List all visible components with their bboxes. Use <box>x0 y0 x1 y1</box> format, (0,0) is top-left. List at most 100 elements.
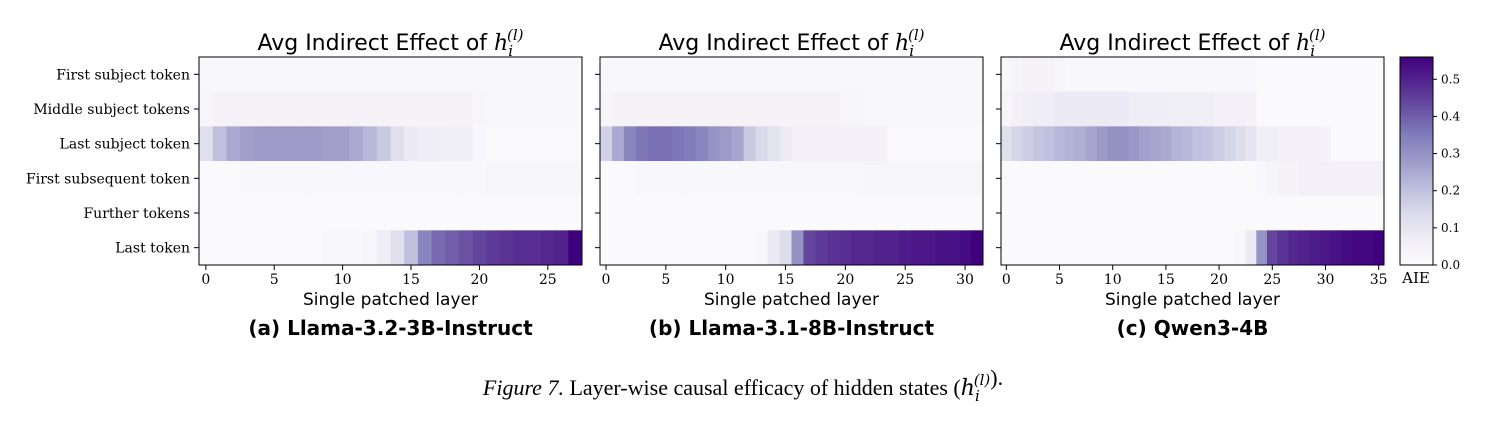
heatmap-cell <box>743 195 756 231</box>
heatmap-cell <box>335 230 350 266</box>
heatmap-cell <box>472 161 487 197</box>
heatmap-cell <box>803 230 816 266</box>
heatmap-cell <box>1245 230 1257 266</box>
heatmap-cell <box>1192 126 1204 162</box>
heatmap-cell <box>647 195 661 231</box>
x-tick-label: 25 <box>1263 272 1281 288</box>
heatmap-cell <box>486 126 501 162</box>
plot-frame <box>198 56 583 266</box>
heatmap-cell <box>554 91 569 127</box>
panel-title-math-sup: (l) <box>908 26 925 44</box>
heatmap-cell <box>1330 57 1342 93</box>
heatmap-cell <box>1075 195 1087 231</box>
caption-text: Figure 7. Layer-wise causal efficacy of … <box>482 365 1003 405</box>
heatmap-cell <box>513 57 528 93</box>
heatmap-cell <box>1064 57 1076 93</box>
heatmap-cell <box>540 195 556 231</box>
heatmap-cell <box>623 195 637 231</box>
heatmap-cell <box>911 161 924 197</box>
heatmap-cell <box>568 195 583 231</box>
heatmap-cell <box>1330 195 1342 231</box>
heatmap-cell <box>875 91 888 127</box>
heatmap-cell <box>445 161 460 197</box>
heatmap-cell <box>281 161 296 197</box>
heatmap-cell <box>839 195 852 231</box>
heatmap-cell <box>719 195 733 231</box>
colorbar-tick-label: 0.1 <box>1441 221 1460 235</box>
heatmap-cell <box>971 91 984 127</box>
y-tick-label: Last subject token <box>60 137 190 153</box>
heatmap-cell <box>267 57 282 93</box>
heatmap-cell <box>1011 57 1023 93</box>
heatmap-cell <box>376 126 391 162</box>
heatmap-cell <box>499 161 515 197</box>
heatmap-cell <box>1064 126 1076 162</box>
heatmap-cell <box>623 57 637 93</box>
heatmap-cell <box>1352 57 1364 93</box>
heatmap-cell <box>568 230 583 266</box>
panel-title-math-base: h <box>494 31 508 56</box>
heatmap-cell <box>1022 91 1034 127</box>
heatmap-cell <box>815 126 828 162</box>
heatmap-cell <box>719 91 733 127</box>
heatmap-cell <box>294 57 309 93</box>
heatmap-cell <box>731 57 745 93</box>
heatmap-cell <box>911 126 924 162</box>
heatmap-cell <box>923 57 936 93</box>
heatmap-cell <box>322 57 337 93</box>
heatmap-cell <box>707 57 721 93</box>
heatmap-cell <box>308 161 323 197</box>
heatmap-cell <box>1352 230 1364 266</box>
heatmap-cell <box>1224 126 1236 162</box>
heatmap-cell <box>1373 57 1385 93</box>
heatmap-cell <box>458 126 473 162</box>
heatmap-cell <box>1139 161 1151 197</box>
heatmap-cell <box>1118 91 1130 127</box>
heatmap-cell <box>253 126 268 162</box>
heatmap-cell <box>376 230 391 266</box>
heatmap-cell <box>335 91 350 127</box>
heatmap-cell <box>1235 161 1247 197</box>
heatmap-cell <box>851 230 864 266</box>
heatmap-cell <box>1309 91 1321 127</box>
heatmap-cell <box>1213 57 1225 93</box>
heatmap-cell <box>935 195 948 231</box>
heatmap-cell <box>226 230 241 266</box>
heatmap-cell <box>1128 195 1140 231</box>
x-tick-label: 35 <box>1370 272 1388 288</box>
x-tick-label: 20 <box>836 272 854 288</box>
heatmap-cell <box>851 126 864 162</box>
heatmap-cell <box>1309 57 1321 93</box>
heatmap-cell <box>253 57 268 93</box>
heatmap-cell <box>767 161 780 197</box>
heatmap-cell <box>863 161 876 197</box>
heatmap-cell <box>390 57 405 93</box>
heatmap-cell <box>376 161 391 197</box>
heatmap-cell <box>404 161 419 197</box>
heatmap-cell <box>887 230 900 266</box>
heatmap-cell <box>1235 126 1247 162</box>
heatmap-cell <box>376 195 391 231</box>
heatmap-cell <box>417 195 432 231</box>
heatmap-cell <box>226 57 241 93</box>
heatmap-cell <box>199 161 214 197</box>
heatmap-cell <box>755 195 768 231</box>
heatmap-cell <box>527 91 542 127</box>
heatmap-cell <box>240 57 255 93</box>
x-tick-label: 20 <box>1210 272 1228 288</box>
heatmap-cell <box>404 57 419 93</box>
heatmap-cell <box>1203 161 1215 197</box>
panel-title: Avg Indirect Effect of hi(l) <box>658 26 924 60</box>
heatmap-cell <box>815 161 828 197</box>
heatmap-cell <box>743 57 756 93</box>
heatmap-cell <box>1149 161 1161 197</box>
heatmap-cell <box>1128 230 1140 266</box>
heatmap-cell <box>635 57 649 93</box>
heatmap-cell <box>623 230 637 266</box>
heatmap-cell <box>1149 195 1161 231</box>
heatmap-cell <box>294 161 309 197</box>
heatmap-cell <box>1096 195 1108 231</box>
heatmap-cell <box>803 195 816 231</box>
heatmap-cell <box>281 230 296 266</box>
heatmap-cell <box>707 126 721 162</box>
